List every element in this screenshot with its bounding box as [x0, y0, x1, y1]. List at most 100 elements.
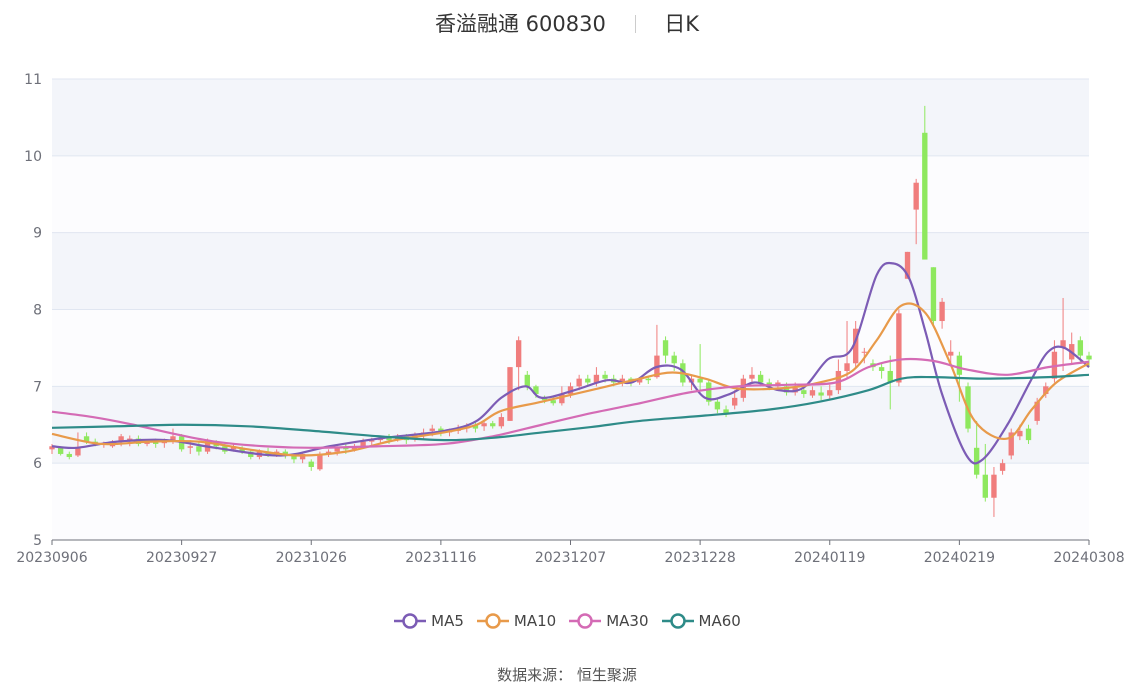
candle [749, 367, 755, 383]
candle-body [956, 355, 963, 375]
candle-body [939, 301, 945, 322]
candle [852, 321, 859, 368]
candle-body [973, 447, 980, 475]
candle [1060, 297, 1066, 371]
legend-item-ma30[interactable]: MA30 [568, 612, 649, 630]
x-tick-label: 20240119 [794, 550, 865, 566]
candle [671, 351, 677, 371]
candle [732, 390, 738, 410]
candle [809, 386, 816, 398]
candle [49, 443, 55, 454]
candle-body [559, 394, 565, 404]
candle [818, 386, 824, 401]
grid-band [52, 463, 1089, 540]
candle-body [835, 370, 842, 391]
candle [66, 451, 72, 460]
legend-item-ma60[interactable]: MA60 [661, 612, 741, 630]
candle [248, 449, 254, 460]
y-tick-label: 9 [33, 226, 42, 242]
x-tick-label: 20240219 [924, 550, 995, 566]
candle-body [325, 451, 332, 454]
candle-body [282, 451, 289, 456]
candle-body [645, 378, 651, 381]
legend-label: MA30 [606, 612, 649, 630]
ma-line-ma10 [51, 302, 1090, 457]
x-tick-label: 20240308 [1053, 550, 1124, 566]
candle [472, 420, 479, 433]
candle [878, 363, 885, 379]
candle-body [801, 390, 807, 395]
candle [1043, 382, 1049, 398]
y-tick-label: 11 [24, 72, 42, 88]
candle-body [1008, 432, 1014, 456]
candle-body [878, 367, 885, 371]
candle [973, 420, 980, 479]
candle [490, 420, 496, 429]
candle-body [636, 378, 643, 383]
candle-body [1043, 386, 1049, 395]
chart-legend: MA5 MA10 MA30 MA60 [0, 612, 1134, 630]
candle [861, 347, 867, 364]
candle-body [1086, 355, 1092, 360]
stock-name: 香溢融通 [434, 12, 519, 36]
candle [948, 340, 954, 364]
legend-item-ma10[interactable]: MA10 [476, 612, 556, 630]
candle-body [472, 424, 479, 429]
candle-body [66, 453, 72, 458]
candle-body [706, 382, 712, 402]
candle-body [239, 447, 245, 452]
candle [939, 297, 945, 329]
x-tick-label: 20230927 [146, 550, 217, 566]
candle-body [593, 374, 600, 383]
x-tick-label: 20231228 [664, 550, 735, 566]
x-tick-label: 20231026 [276, 550, 347, 566]
legend-item-ma5[interactable]: MA5 [393, 612, 464, 630]
candle [498, 413, 505, 429]
candle-body [585, 378, 591, 383]
candle-body [982, 474, 988, 498]
y-tick-label: 5 [33, 533, 42, 549]
candle-body [697, 378, 703, 383]
candle-body [991, 474, 997, 498]
candle-body [291, 455, 297, 460]
candle-body [1025, 428, 1032, 441]
candle [1008, 428, 1014, 460]
candle-body [723, 409, 729, 414]
ma-line-ma5 [51, 261, 1090, 465]
candle-body [827, 390, 833, 396]
candle-body [429, 428, 435, 431]
candle-body [861, 351, 867, 353]
candle-body [118, 436, 124, 442]
candle-body [524, 374, 530, 387]
candle [714, 397, 721, 414]
candles [49, 105, 1092, 517]
candle-body [386, 437, 392, 441]
candle-body [498, 417, 505, 427]
candle-body [671, 355, 677, 364]
candle-body [757, 374, 764, 383]
candle-body [732, 397, 738, 406]
grid-band [52, 155, 1089, 233]
candle-body [196, 446, 202, 452]
legend-marker-icon [661, 613, 694, 629]
candle-body [948, 351, 954, 356]
legend-label: MA5 [431, 612, 464, 630]
candle-body [896, 313, 902, 383]
stock-code: 600830 [525, 12, 606, 36]
candle-body [515, 340, 522, 368]
candle-body [550, 400, 556, 404]
period-label: 日K [664, 12, 699, 36]
candle [645, 377, 651, 385]
y-tick-label: 7 [33, 379, 42, 395]
candle-body [999, 463, 1006, 471]
ma-line-ma30 [51, 357, 1090, 449]
candle-body [360, 441, 366, 447]
candle [196, 441, 202, 456]
x-axis: 20230906 20230927 20231026 20231116 20231207… [16, 539, 1125, 566]
candle-body [317, 453, 323, 470]
legend-label: MA10 [513, 612, 557, 630]
candle [827, 384, 833, 401]
candle-body [187, 446, 193, 448]
candle-body [75, 447, 81, 456]
candle-body [930, 267, 937, 322]
